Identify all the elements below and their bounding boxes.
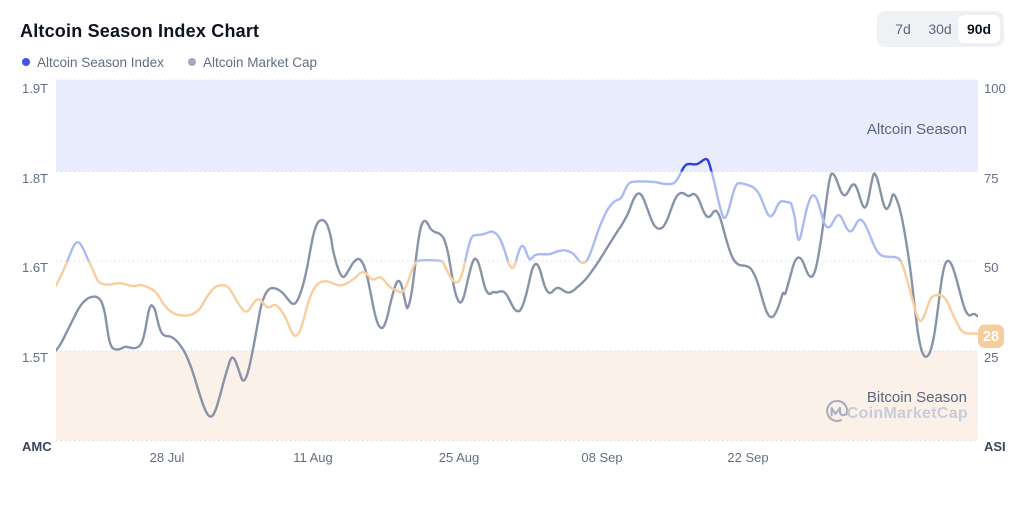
svg-text:90d: 90d: [967, 21, 991, 37]
svg-text:22 Sep: 22 Sep: [727, 450, 768, 465]
svg-text:11 Aug: 11 Aug: [293, 450, 333, 465]
svg-text:Altcoin Season Index: Altcoin Season Index: [37, 55, 164, 70]
svg-text:50: 50: [984, 260, 998, 275]
svg-text:75: 75: [984, 171, 998, 186]
svg-text:25: 25: [984, 350, 998, 365]
svg-text:Bitcoin Season: Bitcoin Season: [867, 389, 967, 406]
svg-text:30d: 30d: [928, 21, 951, 37]
svg-text:25 Aug: 25 Aug: [439, 450, 480, 465]
svg-text:08 Sep: 08 Sep: [581, 450, 622, 465]
svg-text:1.8T: 1.8T: [22, 171, 48, 186]
svg-text:Altcoin Season: Altcoin Season: [867, 121, 967, 138]
svg-text:7d: 7d: [895, 21, 911, 37]
svg-text:1.5T: 1.5T: [22, 350, 48, 365]
svg-text:ASI: ASI: [984, 439, 1006, 454]
svg-text:100: 100: [984, 81, 1006, 96]
svg-text:AMC: AMC: [22, 439, 52, 454]
svg-text:28: 28: [983, 329, 999, 345]
svg-text:1.6T: 1.6T: [22, 260, 48, 275]
svg-text:Altcoin Market Cap: Altcoin Market Cap: [203, 55, 317, 70]
svg-text:1.9T: 1.9T: [22, 81, 48, 96]
svg-text:Altcoin Season Index Chart: Altcoin Season Index Chart: [20, 21, 259, 41]
svg-text:CoinMarketCap: CoinMarketCap: [847, 405, 968, 422]
svg-text:28 Jul: 28 Jul: [150, 450, 185, 465]
